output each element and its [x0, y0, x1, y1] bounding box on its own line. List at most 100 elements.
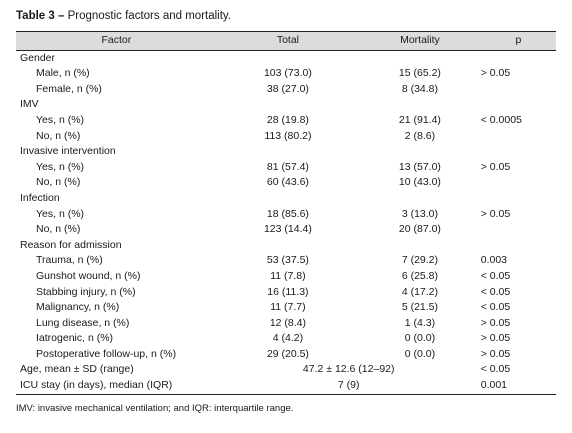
cell-factor: Trauma, n (%) [36, 254, 103, 267]
table-row: Gunshot wound, n (%) 11 (7.8) 6 (25.8) < 0.… [16, 269, 556, 285]
cell-p [481, 222, 556, 238]
cell-p [481, 129, 556, 145]
cell-total: 29 (20.5) [266, 347, 309, 360]
table-row: Infection [16, 191, 556, 207]
cell-mortality: 6 (25.8) [401, 269, 439, 282]
cell-p: 0.001 [480, 378, 556, 395]
cell-factor: Lung disease, n (%) [36, 316, 130, 329]
cell-mortality: 0 (0.0) [404, 347, 436, 360]
table-row: Male, n (%) 103 (73.0) 15 (65.2) > 0.05 [16, 66, 556, 82]
cell-total: 60 (43.6) [266, 176, 309, 189]
cell-mortality [359, 97, 481, 113]
cell-total: 38 (27.0) [266, 82, 309, 95]
cell-p: < 0.05 [480, 301, 511, 314]
cell-factor: Infection [20, 191, 60, 204]
cell-mortality: 20 (87.0) [398, 223, 441, 236]
header-row: Factor Total Mortality p [16, 31, 556, 51]
table-row: Female, n (%) 38 (27.0) 8 (34.8) [16, 82, 556, 98]
cell-factor: Invasive intervention [20, 145, 116, 158]
table-row: Invasive intervention [16, 144, 556, 160]
table-row: Malignancy, n (%) 11 (7.7) 5 (21.5) < 0.05 [16, 300, 556, 316]
cell-factor: Postoperative follow-up, n (%) [36, 347, 177, 360]
cell-p: < 0.05 [480, 285, 511, 298]
header-total: Total [216, 31, 360, 51]
table-row: Stabbing injury, n (%) 16 (11.3) 4 (17.2) <… [16, 285, 556, 301]
cell-p: < 0.05 [480, 269, 511, 282]
cell-p: < 0.0005 [480, 113, 522, 126]
cell-mortality: 1 (4.3) [404, 316, 436, 329]
cell-p [481, 144, 556, 160]
cell-mortality: 15 (65.2) [398, 67, 441, 80]
table-row: Gender [16, 50, 556, 66]
table-row: No, n (%) 60 (43.6) 10 (43.0) [16, 175, 556, 191]
header-p: p [480, 31, 556, 51]
header-mortality: Mortality [359, 31, 481, 51]
cell-p: > 0.05 [480, 316, 511, 329]
cell-p: 0.003 [480, 254, 508, 267]
cell-factor: No, n (%) [36, 176, 81, 189]
cell-mortality: 10 (43.0) [398, 176, 441, 189]
cell-factor: Male, n (%) [36, 67, 90, 80]
table-row: Trauma, n (%) 53 (37.5) 7 (29.2) 0.003 [16, 253, 556, 269]
cell-mortality [359, 238, 481, 254]
cell-mortality: 5 (21.5) [401, 301, 439, 314]
table-label: Table 3 – [16, 10, 65, 22]
cell-total: 53 (37.5) [266, 254, 309, 267]
cell-factor: ICU stay (in days), median (IQR) [16, 378, 217, 395]
cell-p: > 0.05 [480, 160, 511, 173]
table-row: Reason for admission [16, 238, 556, 254]
cell-total: 18 (85.6) [266, 207, 309, 220]
cell-total: 28 (19.8) [266, 113, 309, 126]
cell-p [481, 82, 556, 98]
cell-factor: Gender [20, 51, 56, 64]
cell-mortality: 13 (57.0) [398, 160, 441, 173]
cell-total: 16 (11.3) [267, 285, 309, 298]
cell-total [217, 50, 359, 66]
cell-total [217, 191, 359, 207]
table-row: Yes, n (%) 81 (57.4) 13 (57.0) > 0.05 [16, 160, 556, 176]
cell-factor: Gunshot wound, n (%) [36, 269, 141, 282]
table-row: No, n (%) 123 (14.4) 20 (87.0) [16, 222, 556, 238]
table-row: ICU stay (in days), median (IQR) 7 (9) 0.0… [16, 378, 556, 395]
cell-total: 11 (7.8) [270, 269, 306, 282]
cell-p: > 0.05 [480, 207, 511, 220]
cell-p [481, 191, 556, 207]
table-row: Age, mean ± SD (range) 47.2 ± 12.6 (12–92… [16, 362, 556, 378]
cell-factor: Iatrogenic, n (%) [36, 332, 114, 345]
table-row: IMV [16, 97, 556, 113]
cell-mortality [359, 191, 481, 207]
table-row: Iatrogenic, n (%) 4 (4.2) 0 (0.0) > 0.05 [16, 331, 556, 347]
cell-mortality: 3 (13.0) [401, 207, 439, 220]
cell-total: 113 (80.2) [264, 129, 312, 142]
cell-total [217, 97, 359, 113]
table-body: Gender Male, n (%) 103 (73.0) 15 (65.2) > 0.… [16, 50, 556, 395]
table-footnote: IMV: invasive mechanical ventilation; an… [16, 403, 294, 414]
cell-total: 11 (7.7) [270, 301, 306, 314]
cell-mortality: 2 (8.6) [404, 129, 436, 142]
cell-factor: No, n (%) [36, 129, 81, 142]
cell-total: 12 (8.4) [269, 316, 306, 329]
cell-total [217, 238, 359, 254]
cell-value: 47.2 ± 12.6 (12–92) [302, 363, 395, 376]
cell-total: 123 (14.4) [263, 223, 312, 236]
table-row: Postoperative follow-up, n (%) 29 (20.5) 0… [16, 347, 556, 363]
cell-factor: Yes, n (%) [36, 113, 85, 126]
cell-factor: Stabbing injury, n (%) [36, 285, 136, 298]
table-row: Yes, n (%) 18 (85.6) 3 (13.0) > 0.05 [16, 207, 556, 223]
cell-mortality [359, 50, 481, 66]
table-row: No, n (%) 113 (80.2) 2 (8.6) [16, 129, 556, 145]
cell-p [481, 238, 556, 254]
cell-factor: No, n (%) [36, 223, 81, 236]
cell-mortality: 4 (17.2) [401, 285, 439, 298]
cell-mortality: 21 (91.4) [398, 113, 441, 126]
cell-total: 103 (73.0) [263, 67, 312, 80]
cell-mortality: 8 (34.8) [401, 82, 439, 95]
cell-p: < 0.05 [480, 363, 511, 376]
cell-factor: IMV [20, 98, 39, 111]
table-title: Prognostic factors and mortality. [67, 10, 231, 22]
cell-p [481, 97, 556, 113]
cell-p: > 0.05 [480, 332, 511, 345]
table-row: Yes, n (%) 28 (19.8) 21 (91.4) < 0.0005 [16, 113, 556, 129]
cell-factor: Yes, n (%) [36, 160, 85, 173]
cell-total [217, 144, 359, 160]
